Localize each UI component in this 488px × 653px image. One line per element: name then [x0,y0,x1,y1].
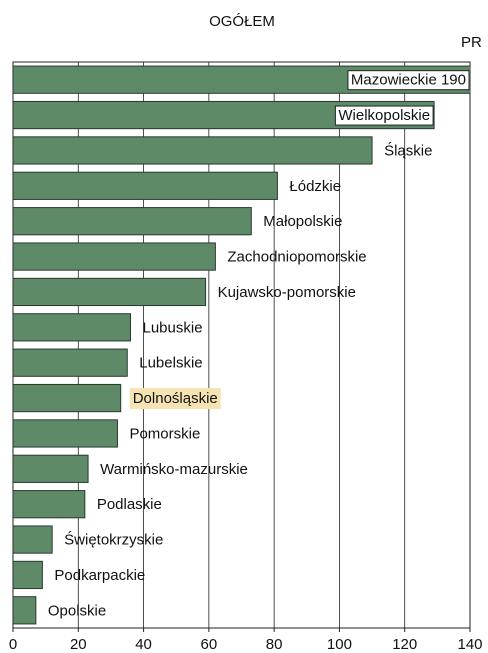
category-label: Kujawsko-pomorskie [218,284,356,301]
corner-label: PR [461,34,482,51]
label-bg [334,105,434,126]
category-label: Małopolskie [263,213,342,230]
x-tick-label: 120 [392,636,417,653]
bar [13,313,132,342]
bar [13,419,118,448]
bar [13,596,37,625]
category-label: Warmińsko-mazurskie [100,461,248,478]
x-tick-label: 80 [266,636,283,653]
bar [13,171,278,200]
category-label: Łódzkie [289,178,341,195]
bar [13,207,252,236]
category-label: Mazowieckie 190 [351,72,466,89]
value-label: 190 [441,72,466,89]
category-label: Świętokrzyskie [64,531,163,549]
category-label: Śląskie [384,141,432,159]
x-tick-label: 140 [457,636,482,653]
bar [13,348,128,377]
category-label: Opolskie [48,602,106,619]
category-label: Podkarpackie [54,567,145,584]
chart-title: OGÓŁEM [209,13,275,30]
x-tick-label: 0 [9,636,17,653]
bar [13,560,43,590]
x-tick-label: 20 [70,636,87,653]
label-bg [347,70,470,91]
category-label: Lubuskie [143,319,203,336]
category-label: Lubelskie [139,355,202,372]
label-bg [129,388,221,410]
x-tick-label: 100 [327,636,352,653]
bar [13,490,86,519]
category-label: Podlaskie [97,496,162,513]
bar [13,136,373,165]
bar [13,277,207,307]
x-tick-label: 40 [135,636,152,653]
x-tick-label: 60 [201,636,218,653]
bars [13,65,470,625]
bar [13,454,89,483]
bar [13,525,53,554]
bar [13,383,122,413]
category-label: Zachodniopomorskie [227,249,366,266]
category-label: Wielkopolskie [338,107,430,124]
bar [13,242,216,271]
plot-frame [12,61,471,629]
category-label: Pomorskie [129,425,200,442]
category-label: Dolnośląskie [133,390,218,407]
